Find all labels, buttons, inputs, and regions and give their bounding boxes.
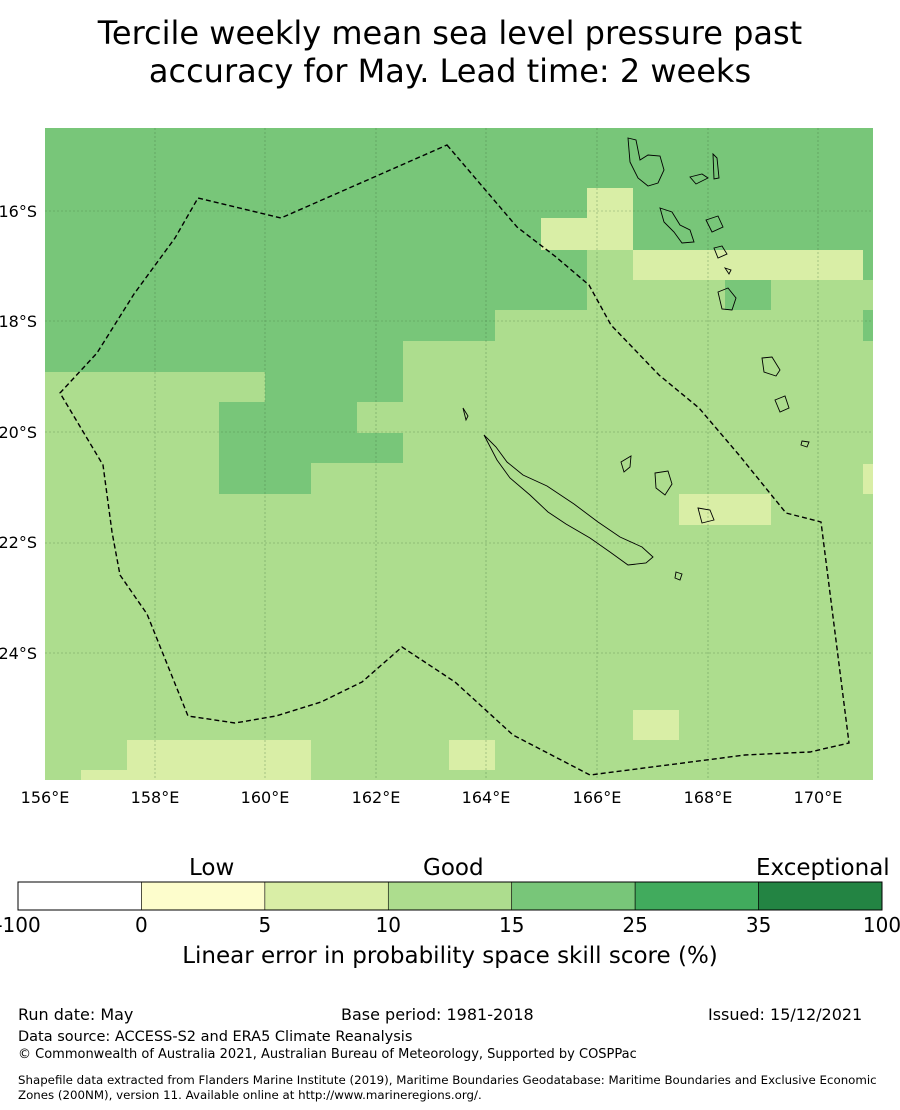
skill-map: 16°S 18°S 20°S 22°S 24°S 156°E 158°E 160… bbox=[0, 128, 873, 807]
copyright: © Commonwealth of Australia 2021, Austra… bbox=[18, 1047, 637, 1062]
colorbar-ticks: -100 0 5 10 15 25 35 100 bbox=[0, 913, 900, 937]
data-source: Data source: ACCESS-S2 and ERA5 Climate … bbox=[18, 1029, 413, 1045]
issued-date: Issued: 15/12/2021 bbox=[708, 1005, 863, 1024]
vanuatu-espiritu-santo bbox=[627, 137, 665, 187]
colorbar-tick-label: -100 bbox=[0, 913, 41, 937]
colorbar-cell bbox=[387, 881, 513, 911]
colorbar-cell bbox=[634, 881, 759, 911]
chart-title: Tercile weekly mean sea level pressure p… bbox=[0, 14, 900, 90]
high-skill-region bbox=[45, 128, 873, 494]
colorbar-cell bbox=[264, 881, 389, 911]
colorbar-tick-label: 0 bbox=[135, 913, 148, 937]
colorbar-label: Linear error in probability space skill … bbox=[182, 943, 718, 969]
colorbar-cell bbox=[758, 881, 883, 911]
lon-tick: 168°E bbox=[684, 788, 733, 807]
vanuatu-ambae bbox=[689, 173, 709, 185]
shapefile-credit-line-1: Shapefile data extracted from Flanders M… bbox=[18, 1073, 877, 1087]
base-period: Base period: 1981-2018 bbox=[341, 1005, 534, 1024]
lat-tick: 18°S bbox=[0, 312, 37, 331]
lon-tick: 166°E bbox=[573, 788, 622, 807]
category-exceptional: Exceptional bbox=[756, 855, 890, 881]
loyalty-island-2 bbox=[654, 470, 673, 496]
colorbar-tick-label: 15 bbox=[499, 913, 524, 937]
isle-of-pines bbox=[674, 571, 683, 581]
category-good: Good bbox=[423, 855, 484, 881]
colorbar-tick-label: 25 bbox=[622, 913, 647, 937]
vanuatu-erromango bbox=[717, 287, 737, 311]
colorbar-tick-label: 100 bbox=[863, 913, 900, 937]
colorbar-tick-label: 35 bbox=[746, 913, 771, 937]
coastlines bbox=[462, 137, 810, 581]
colorbar-cell bbox=[141, 881, 266, 911]
lat-tick: 20°S bbox=[0, 423, 37, 442]
vanuatu-efate bbox=[705, 215, 724, 233]
lat-tick: 22°S bbox=[0, 533, 37, 552]
lat-tick: 16°S bbox=[0, 202, 37, 221]
vanuatu-malakula bbox=[659, 207, 695, 244]
loyalty-island-3 bbox=[697, 507, 715, 524]
gridlines bbox=[45, 128, 873, 780]
lon-tick: 162°E bbox=[352, 788, 401, 807]
lat-tick: 24°S bbox=[0, 644, 37, 663]
title-line-1: Tercile weekly mean sea level pressure p… bbox=[97, 14, 803, 52]
vanuatu-epi bbox=[713, 245, 728, 259]
colorbar-cell bbox=[17, 881, 142, 911]
colorbar-cells bbox=[17, 881, 883, 911]
new-caledonia-island bbox=[483, 434, 654, 566]
mid-skill-cells bbox=[45, 372, 265, 402]
small-island-1 bbox=[462, 407, 469, 422]
lon-tick: 156°E bbox=[21, 788, 70, 807]
lon-tick: 160°E bbox=[241, 788, 290, 807]
colorbar-cell bbox=[511, 881, 636, 911]
title-line-2: accuracy for May. Lead time: 2 weeks bbox=[148, 52, 752, 90]
lon-tick: 158°E bbox=[131, 788, 180, 807]
loyalty-island-1 bbox=[620, 455, 632, 473]
lat-tick-labels: 16°S 18°S 20°S 22°S 24°S bbox=[0, 202, 37, 663]
colorbar: -100 0 5 10 15 25 35 100 bbox=[0, 881, 900, 937]
fiji-island-2 bbox=[774, 395, 790, 413]
vanuatu-pentecost bbox=[712, 152, 720, 180]
low-skill-cells bbox=[81, 188, 873, 780]
vanuatu-tanna bbox=[723, 267, 732, 275]
colorbar-tick-label: 10 bbox=[376, 913, 401, 937]
lon-tick-labels: 156°E 158°E 160°E 162°E 164°E 166°E 168°… bbox=[21, 788, 843, 807]
lon-tick: 164°E bbox=[462, 788, 511, 807]
fiji-island-3 bbox=[800, 440, 810, 448]
colorbar-tick-label: 5 bbox=[258, 913, 271, 937]
fiji-island-1 bbox=[761, 356, 781, 377]
run-date: Run date: May bbox=[18, 1005, 134, 1024]
high-skill-cell bbox=[863, 310, 873, 341]
eez-boundary bbox=[59, 144, 850, 776]
skill-grid bbox=[45, 128, 873, 780]
colorbar-frame bbox=[17, 881, 883, 911]
shapefile-credit-line-2: Zones (200NM), version 11. Available onl… bbox=[18, 1088, 482, 1102]
category-low: Low bbox=[189, 855, 235, 881]
lon-tick: 170°E bbox=[794, 788, 843, 807]
